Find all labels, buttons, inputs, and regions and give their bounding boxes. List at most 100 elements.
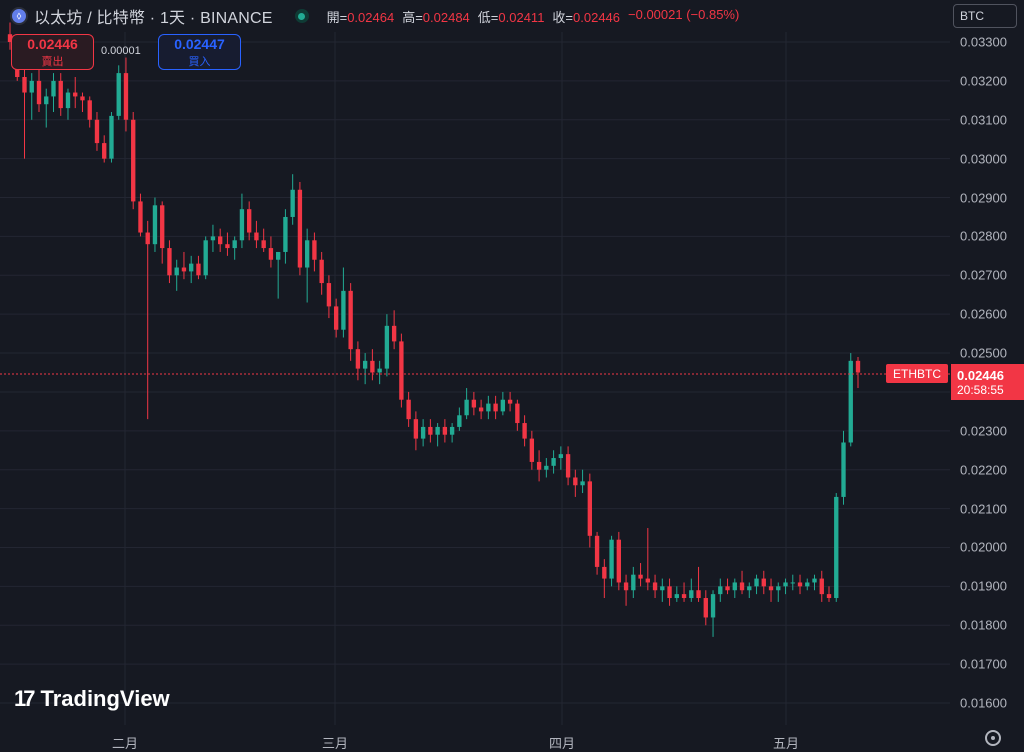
candle <box>160 201 165 264</box>
y-tick-label: 0.03200 <box>960 73 1007 89</box>
candle-body <box>377 368 382 373</box>
candle-body <box>102 143 107 159</box>
y-tick-label: 0.02800 <box>960 228 1007 244</box>
y-tick-label: 0.02500 <box>960 345 1007 361</box>
candle <box>442 419 448 443</box>
candle-body <box>616 539 621 583</box>
candle-body <box>355 349 361 369</box>
candle-body <box>413 419 419 439</box>
y-tick-label: 0.03000 <box>960 151 1007 167</box>
candle <box>681 582 687 602</box>
candle <box>254 220 259 249</box>
candle <box>580 469 585 494</box>
candle-body <box>406 399 411 420</box>
candle-body <box>681 594 687 599</box>
x-tick-label: 四月 <box>548 736 576 751</box>
candle <box>275 251 281 299</box>
candle <box>754 574 759 595</box>
candle <box>805 578 810 591</box>
candle <box>109 111 114 163</box>
y-tick-label: 0.02200 <box>960 462 1007 478</box>
candle-body <box>826 594 832 599</box>
candle-body <box>22 76 27 93</box>
candle-body <box>797 582 803 587</box>
candle <box>116 65 121 120</box>
candle-body <box>609 539 614 579</box>
sell-button[interactable]: 0.02446 賣出 <box>11 34 94 70</box>
candle-body <box>500 399 506 412</box>
currency-select[interactable]: BTC <box>953 4 1017 28</box>
candle <box>544 458 549 478</box>
candle <box>348 283 353 361</box>
y-tick-label: 0.03100 <box>960 112 1007 128</box>
candle <box>65 88 71 120</box>
candle-body <box>449 426 455 435</box>
candle-body <box>58 80 63 109</box>
y-tick-label: 0.02600 <box>960 306 1007 322</box>
candle <box>399 333 404 408</box>
candle-body <box>544 465 549 470</box>
candle-body <box>73 92 78 97</box>
symbol-title[interactable]: 以太坊 / 比特幣 · 1天 · BINANCE <box>34 10 273 27</box>
candle-body <box>370 360 375 373</box>
candle <box>391 310 397 350</box>
candle-body <box>768 586 774 591</box>
candle-body <box>44 96 49 105</box>
candle <box>558 446 564 470</box>
candle-body <box>631 574 636 591</box>
candle <box>551 450 556 474</box>
candle-body <box>558 454 564 459</box>
candle <box>732 578 737 599</box>
buy-button[interactable]: 0.02447 買入 <box>158 34 241 70</box>
candle-body <box>362 360 368 369</box>
candle <box>565 446 571 486</box>
candle-body <box>297 189 303 268</box>
candle-body <box>123 73 129 120</box>
y-tick-label: 0.01900 <box>960 578 1007 594</box>
candle <box>507 391 513 412</box>
candle-body <box>645 578 650 583</box>
candle <box>333 298 339 338</box>
ohlc-high: 高=0.02484 <box>402 9 470 25</box>
candle <box>94 111 100 151</box>
candle <box>645 528 650 591</box>
candle-body <box>696 590 701 599</box>
ohlc-close: 收=0.02446 <box>552 9 621 25</box>
candle <box>703 590 708 626</box>
candle <box>413 411 419 451</box>
candle-body <box>247 209 252 233</box>
candle-body <box>203 240 208 276</box>
candle <box>631 566 636 599</box>
y-tick-label: 0.03300 <box>960 34 1007 50</box>
y-tick-label: 0.01700 <box>960 656 1007 672</box>
spread-value: 0.00001 <box>101 45 141 57</box>
candle <box>652 574 658 599</box>
tradingview-logo[interactable]: 17 TradingView <box>14 686 170 712</box>
candle-body <box>594 535 600 567</box>
ohlc-open: 開=0.02464 <box>326 9 395 25</box>
candle <box>218 228 223 252</box>
candle-body <box>783 582 788 587</box>
candle-body <box>261 240 266 249</box>
candle-body <box>754 578 759 587</box>
candle-body <box>507 399 513 404</box>
candle <box>449 423 455 443</box>
candle <box>493 395 498 420</box>
candle-body <box>739 582 745 591</box>
candle <box>304 228 310 303</box>
last-price-tag: 0.02446 20:58:55 <box>951 364 1024 400</box>
candle <box>457 407 462 431</box>
last-price: 0.02446 <box>957 367 1004 383</box>
settings-icon[interactable] <box>985 730 1001 746</box>
candle-body <box>776 586 781 591</box>
candle-body <box>565 454 571 478</box>
candle <box>196 255 201 280</box>
candle <box>210 224 216 252</box>
candle <box>203 236 208 280</box>
y-tick-label: 0.02300 <box>960 423 1007 439</box>
market-status-icon[interactable] <box>294 9 309 23</box>
candle <box>536 450 542 482</box>
candle <box>377 360 382 385</box>
candle-body <box>283 216 288 252</box>
